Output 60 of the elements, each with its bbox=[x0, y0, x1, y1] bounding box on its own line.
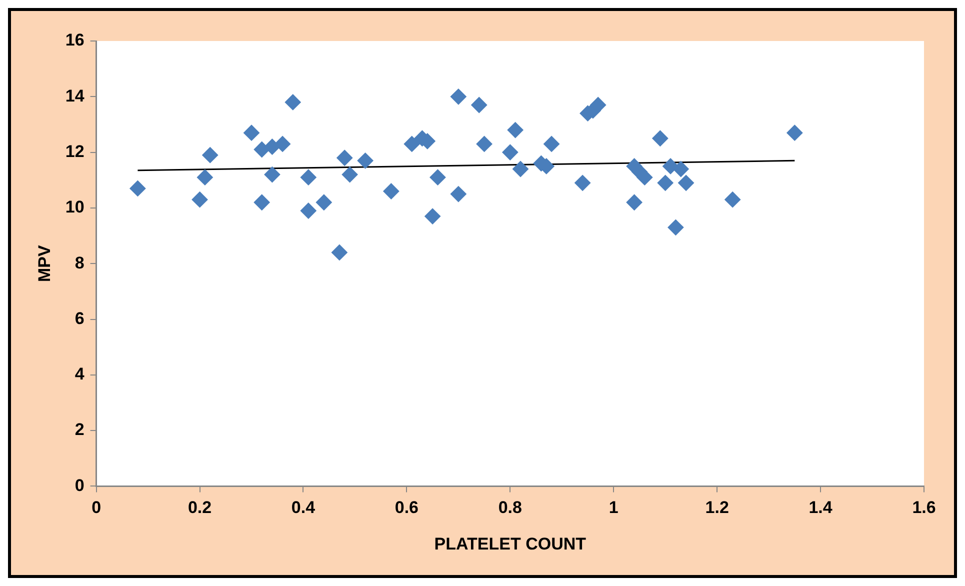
x-tick-label: 1.4 bbox=[808, 498, 833, 518]
point bbox=[264, 138, 280, 155]
point bbox=[192, 192, 208, 208]
y-tick-label: 2 bbox=[74, 420, 84, 440]
point bbox=[626, 194, 642, 210]
y-tick-label: 14 bbox=[65, 86, 85, 106]
point bbox=[284, 94, 301, 110]
point bbox=[678, 174, 694, 191]
y-tick-label: 10 bbox=[65, 198, 84, 217]
point bbox=[502, 144, 518, 160]
y-tick-label: 8 bbox=[74, 253, 84, 272]
point bbox=[450, 186, 466, 202]
point bbox=[300, 202, 316, 219]
x-tick-label: 0.6 bbox=[394, 498, 419, 518]
point bbox=[300, 169, 316, 186]
x-tick-label: 1.6 bbox=[912, 498, 936, 518]
point bbox=[202, 147, 218, 164]
y-tick-label: 4 bbox=[74, 364, 85, 384]
point bbox=[264, 166, 280, 183]
point bbox=[450, 88, 466, 105]
point bbox=[336, 150, 353, 166]
x-tick-label: 0.4 bbox=[291, 498, 316, 518]
point bbox=[786, 124, 803, 141]
y-tick-label: 0 bbox=[74, 476, 84, 495]
y-tick-label: 16 bbox=[65, 30, 84, 50]
point bbox=[512, 160, 528, 177]
x-tick-label: 0.2 bbox=[188, 498, 212, 518]
point bbox=[254, 142, 270, 158]
point bbox=[254, 194, 270, 210]
point bbox=[357, 152, 374, 169]
point bbox=[590, 97, 606, 113]
point bbox=[196, 169, 213, 186]
point bbox=[404, 136, 420, 152]
point bbox=[316, 194, 332, 210]
point bbox=[652, 130, 668, 146]
point bbox=[668, 219, 684, 236]
point bbox=[574, 174, 591, 191]
point bbox=[544, 136, 560, 152]
point bbox=[424, 208, 441, 224]
point bbox=[724, 192, 741, 208]
point bbox=[244, 124, 260, 141]
point bbox=[130, 180, 146, 196]
point bbox=[274, 136, 291, 152]
point bbox=[331, 244, 348, 260]
point bbox=[471, 97, 488, 113]
x-tick-label: 0.8 bbox=[498, 498, 522, 518]
y-tick-label: 12 bbox=[65, 142, 84, 161]
y-tick-label: 6 bbox=[74, 308, 84, 328]
point bbox=[383, 183, 400, 200]
x-tick-label: 0 bbox=[92, 498, 102, 518]
point bbox=[672, 160, 689, 177]
point bbox=[476, 136, 492, 152]
point bbox=[342, 166, 358, 183]
point bbox=[430, 169, 446, 186]
x-tick-label: 1.2 bbox=[705, 498, 729, 518]
x-axis-title: PLATELET COUNT bbox=[434, 534, 587, 554]
point bbox=[507, 122, 524, 138]
point bbox=[657, 174, 674, 191]
x-tick-label: 1 bbox=[608, 498, 618, 518]
y-axis-title: MPV bbox=[34, 244, 54, 282]
